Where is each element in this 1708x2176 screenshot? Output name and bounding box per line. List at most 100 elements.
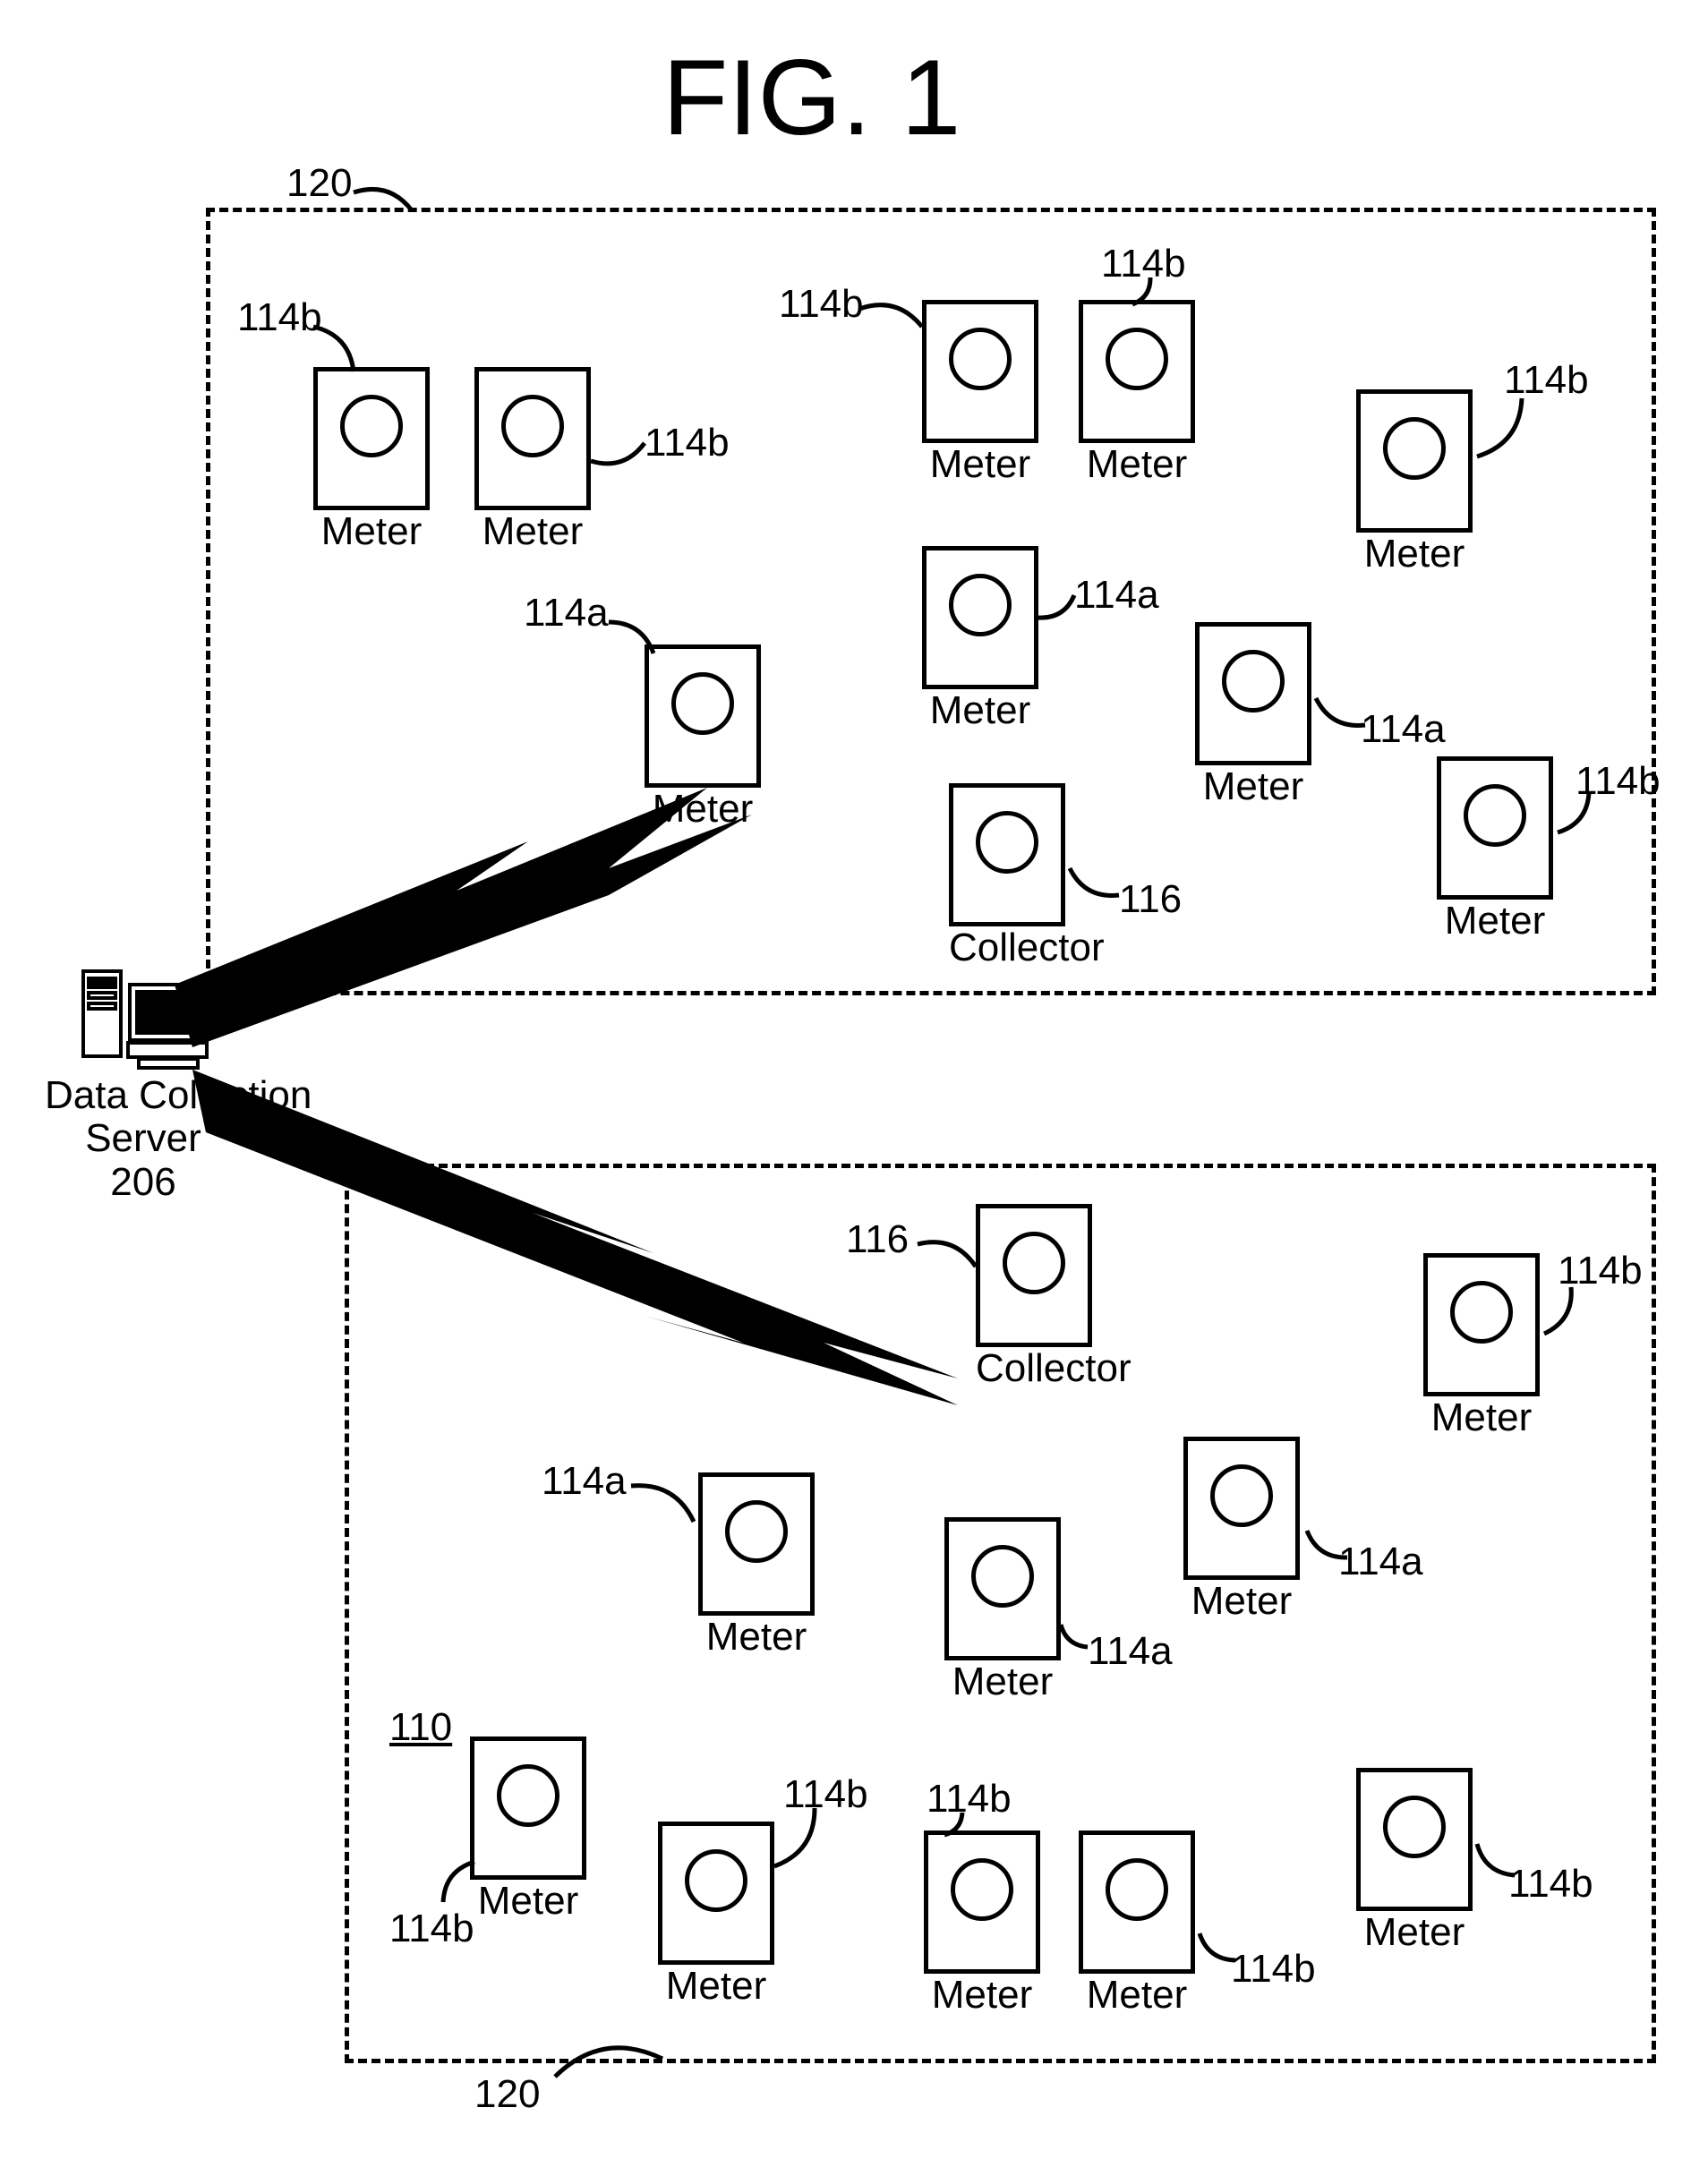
meter-indicator-icon <box>1106 328 1168 390</box>
meter-indicator-icon <box>1222 650 1285 713</box>
ref-label: 114b <box>783 1772 868 1817</box>
ref-label: 114b <box>1558 1249 1643 1293</box>
meter-node: Meter <box>924 1830 1040 2017</box>
meter-box <box>1437 756 1553 900</box>
meter-node: Meter <box>1356 389 1473 576</box>
meter-label: Meter <box>1195 765 1311 808</box>
meter-label: Meter <box>924 1974 1040 2017</box>
server-label-line-1: Server <box>45 1117 242 1160</box>
collector-box <box>949 783 1065 926</box>
data-collection-server: Data CollectionServer206 <box>45 962 242 1204</box>
meter-label: Meter <box>658 1965 774 2008</box>
meter-box <box>698 1472 815 1616</box>
meter-label: Meter <box>1356 533 1473 576</box>
meter-box <box>474 367 591 510</box>
meter-indicator-icon <box>725 1500 788 1563</box>
collector-label: Collector <box>949 926 1065 969</box>
meter-node: Meter <box>1079 300 1195 486</box>
meter-box <box>658 1822 774 1965</box>
meter-node: Meter <box>1195 622 1311 808</box>
server-label-line-2: 206 <box>45 1161 242 1204</box>
meter-label: Meter <box>944 1660 1061 1703</box>
meter-box <box>1423 1253 1540 1396</box>
meter-indicator-icon <box>949 328 1012 390</box>
meter-label: Meter <box>922 443 1038 486</box>
meter-node: Meter <box>922 546 1038 732</box>
ref-label: 114a <box>1088 1629 1173 1674</box>
ref-label: 114b <box>1101 242 1186 286</box>
meter-node: Meter <box>944 1517 1061 1703</box>
meter-box <box>922 546 1038 689</box>
meter-box <box>1356 389 1473 533</box>
meter-box <box>924 1830 1040 1974</box>
collector-node: Collector <box>949 783 1065 969</box>
collector-node: Collector <box>976 1204 1092 1390</box>
meter-box <box>922 300 1038 443</box>
ref-label: 116 <box>846 1217 909 1262</box>
meter-label: Meter <box>1437 900 1553 943</box>
collector-indicator-icon <box>976 811 1038 874</box>
meter-label: Meter <box>470 1880 586 1923</box>
meter-label: Meter <box>922 689 1038 732</box>
server-label-line-0: Data Collection <box>45 1074 242 1117</box>
meter-box <box>1079 1830 1195 1974</box>
meter-label: Meter <box>698 1616 815 1659</box>
ref-label: 114b <box>1504 358 1589 403</box>
ref-label: 116 <box>1119 877 1182 922</box>
ref-label: 114a <box>1338 1540 1423 1584</box>
system-ref-label: 110 <box>389 1705 452 1750</box>
meter-indicator-icon <box>1450 1281 1513 1344</box>
ref-label: 114b <box>1231 1947 1316 1992</box>
meter-label: Meter <box>1079 443 1195 486</box>
collector-label: Collector <box>976 1347 1092 1390</box>
meter-box <box>1195 622 1311 765</box>
server-icon <box>76 962 210 1070</box>
meter-box <box>1356 1768 1473 1911</box>
meter-indicator-icon <box>951 1858 1013 1921</box>
collector-box <box>976 1204 1092 1347</box>
collector-indicator-icon <box>1003 1232 1065 1294</box>
meter-indicator-icon <box>1210 1464 1273 1527</box>
meter-box <box>313 367 430 510</box>
meter-node: Meter <box>474 367 591 553</box>
meter-box <box>470 1737 586 1880</box>
meter-node: Meter <box>1437 756 1553 943</box>
ref-label: 114b <box>779 282 864 327</box>
ref-label: 114b <box>645 421 730 465</box>
meter-indicator-icon <box>971 1545 1034 1608</box>
meter-node: Meter <box>922 300 1038 486</box>
meter-node: Meter <box>1183 1437 1300 1623</box>
meter-indicator-icon <box>1383 1796 1446 1858</box>
meter-node: Meter <box>658 1822 774 2008</box>
ref-label: 114b <box>927 1777 1012 1822</box>
ref-label: 114b <box>1576 759 1661 804</box>
ref-label: 114b <box>237 295 322 340</box>
meter-indicator-icon <box>340 395 403 457</box>
meter-indicator-icon <box>949 574 1012 636</box>
meter-indicator-icon <box>497 1764 559 1827</box>
ref-label: 114a <box>1074 573 1159 618</box>
region-ref-top: 120 <box>286 161 352 206</box>
meter-label: Meter <box>645 788 761 831</box>
meter-node: Meter <box>645 644 761 831</box>
meter-indicator-icon <box>671 672 734 735</box>
meter-label: Meter <box>474 510 591 553</box>
meter-box <box>1079 300 1195 443</box>
ref-label: 114b <box>389 1907 474 1951</box>
meter-box <box>944 1517 1061 1660</box>
ref-label: 114a <box>542 1459 627 1504</box>
meter-node: Meter <box>470 1737 586 1923</box>
meter-node: Meter <box>1356 1768 1473 1954</box>
ref-label: 114a <box>1361 707 1446 752</box>
meter-label: Meter <box>1423 1396 1540 1439</box>
meter-node: Meter <box>313 367 430 553</box>
meter-label: Meter <box>1183 1580 1300 1623</box>
figure-title: FIG. 1 <box>662 36 961 159</box>
meter-indicator-icon <box>1383 417 1446 480</box>
meter-indicator-icon <box>685 1849 747 1912</box>
ref-label: 114a <box>524 591 609 636</box>
meter-label: Meter <box>1356 1911 1473 1954</box>
ref-label: 114b <box>1508 1862 1593 1907</box>
meter-box <box>1183 1437 1300 1580</box>
meter-indicator-icon <box>501 395 564 457</box>
